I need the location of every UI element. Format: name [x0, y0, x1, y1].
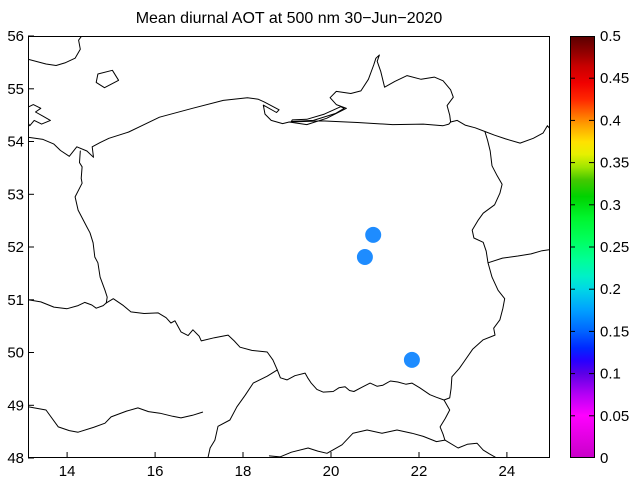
x-tick-label: 22	[411, 463, 428, 480]
station-markers	[356, 226, 420, 368]
outline-by-ua-border	[487, 249, 550, 264]
outline-sk-hu-border	[268, 429, 446, 458]
outline-baltic-coast	[28, 54, 454, 158]
x-tick-label: 18	[235, 463, 252, 480]
colorbar-tick-label: 0.15	[600, 323, 629, 340]
colorbar-tick-label: 0.45	[600, 70, 629, 87]
map-border-outlines	[28, 36, 550, 458]
x-tick-label: 20	[323, 463, 340, 480]
colorbar-tick-label: 0.2	[600, 281, 621, 298]
colorbar-tick-label: 0.35	[600, 155, 629, 172]
outline-rugen	[28, 104, 51, 127]
outline-sk-ua-border	[439, 399, 451, 441]
colorbar-tick-label: 0.4	[600, 112, 621, 129]
y-tick-label: 54	[7, 134, 24, 151]
outline-de-cz-border	[28, 299, 107, 310]
x-axis: 14 16 18 20 22 24	[59, 452, 515, 480]
chart-title: Mean diurnal AOT at 500 nm 30−Jun−2020	[136, 10, 443, 27]
outline-de-at-cz-border	[28, 406, 204, 433]
outline-cz-sk-at-border	[207, 369, 278, 458]
colorbar-tick-label: 0.1	[600, 366, 621, 383]
outline-east-border	[443, 119, 506, 401]
aot-data-point	[365, 226, 382, 243]
outline-bornholm	[95, 69, 120, 89]
outline-ru-pl-border	[288, 120, 452, 127]
outline-lt-by-border	[484, 125, 550, 144]
x-tick-label: 24	[499, 463, 516, 480]
y-tick-label: 51	[7, 292, 24, 309]
outline-west-border	[74, 150, 108, 304]
outline-sweden-coast	[28, 36, 83, 66]
y-tick-label: 53	[7, 186, 24, 203]
outline-south-border	[105, 298, 445, 401]
colorbar-tick-label: 0.05	[600, 408, 629, 425]
y-tick-label: 50	[7, 345, 24, 362]
colorbar-tick-label: 0.3	[600, 197, 621, 214]
x-tick-label: 14	[59, 463, 76, 480]
y-tick-label: 56	[7, 28, 24, 45]
outline-ua-hu-border	[444, 439, 498, 458]
aot-data-point	[403, 351, 420, 368]
colorbar-tick-label: 0.25	[600, 239, 629, 256]
y-tick-label: 48	[7, 450, 24, 467]
colorbar-ticks: 0.5 0.45 0.4 0.35 0.3 0.25 0.2 0.15 0.1 0.05 0	[570, 28, 629, 467]
plot-axes-box	[28, 36, 550, 458]
y-tick-label: 49	[7, 397, 24, 414]
x-tick-label: 16	[147, 463, 164, 480]
outline-vistula-lagoon	[290, 106, 345, 122]
y-tick-label: 55	[7, 81, 24, 98]
colorbar-tick-label: 0	[600, 450, 608, 467]
aot-data-point	[356, 249, 373, 265]
y-axis: 56 55 54 53 52 51 50 49 48	[7, 28, 34, 467]
colorbar-tick-label: 0.5	[600, 28, 621, 45]
y-tick-label: 52	[7, 239, 24, 256]
